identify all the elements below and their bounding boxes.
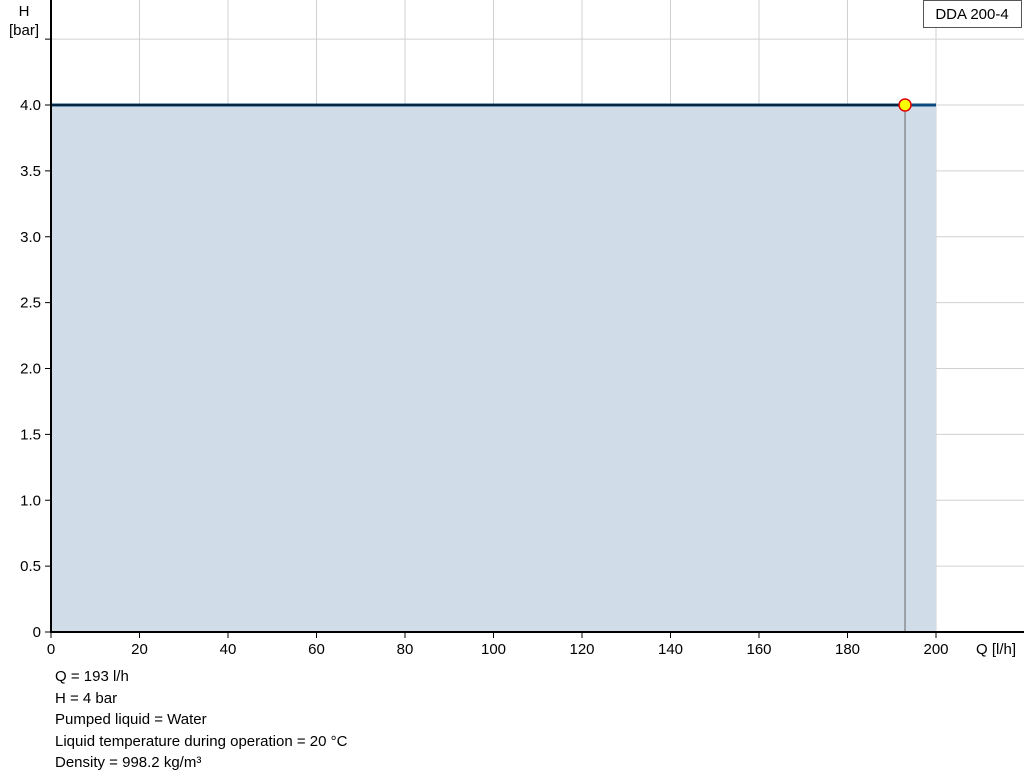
info-head: H = 4 bar (55, 689, 118, 707)
x-tick-label: 140 (658, 641, 683, 658)
x-tick-label: 180 (835, 641, 860, 658)
y-axis-label: H (19, 3, 30, 20)
x-tick-label: 200 (923, 641, 948, 658)
legend-box (923, 0, 1022, 28)
y-tick-label: 3.0 (20, 229, 41, 246)
y-tick-label: 4.0 (20, 97, 41, 114)
y-tick-label: 0 (33, 624, 41, 641)
x-tick-label: 120 (569, 641, 594, 658)
x-tick-label: 40 (220, 641, 237, 658)
y-tick-label: 0.5 (20, 558, 41, 575)
x-tick-label: 20 (131, 641, 148, 658)
y-tick-label: 1.0 (20, 492, 41, 509)
x-tick-label: 160 (746, 641, 771, 658)
y-tick-label: 1.5 (20, 426, 41, 443)
legend-label: DDA 200-4 (935, 6, 1008, 23)
y-tick-label: 2.5 (20, 295, 41, 312)
info-temperature: Liquid temperature during operation = 20… (55, 732, 348, 750)
y-tick-label: 2.0 (20, 361, 41, 378)
x-tick-label: 0 (47, 641, 55, 658)
info-liquid: Pumped liquid = Water (55, 711, 207, 728)
x-tick-label: 100 (481, 641, 506, 658)
x-tick-label: 80 (397, 641, 414, 658)
y-axis-unit: [bar] (9, 22, 39, 39)
duty-point (898, 98, 912, 112)
duty-info: Q = 193 l/h H = 4 bar Pumped liquid = Wa… (55, 666, 347, 774)
info-density: Density = 998.2 kg/m³ (55, 754, 202, 771)
pump-curve-chart: 0 20 40 60 80 100 120 140 160 180 200 0 0.5 1.0 1.5 2.0… (9, 0, 1024, 658)
curve-area (51, 105, 936, 632)
y-tick-label: 3.5 (20, 163, 41, 180)
x-tick-label: 60 (308, 641, 325, 658)
x-axis-label: Q [l/h] (976, 641, 1016, 658)
info-flow: Q = 193 l/h (55, 668, 129, 685)
